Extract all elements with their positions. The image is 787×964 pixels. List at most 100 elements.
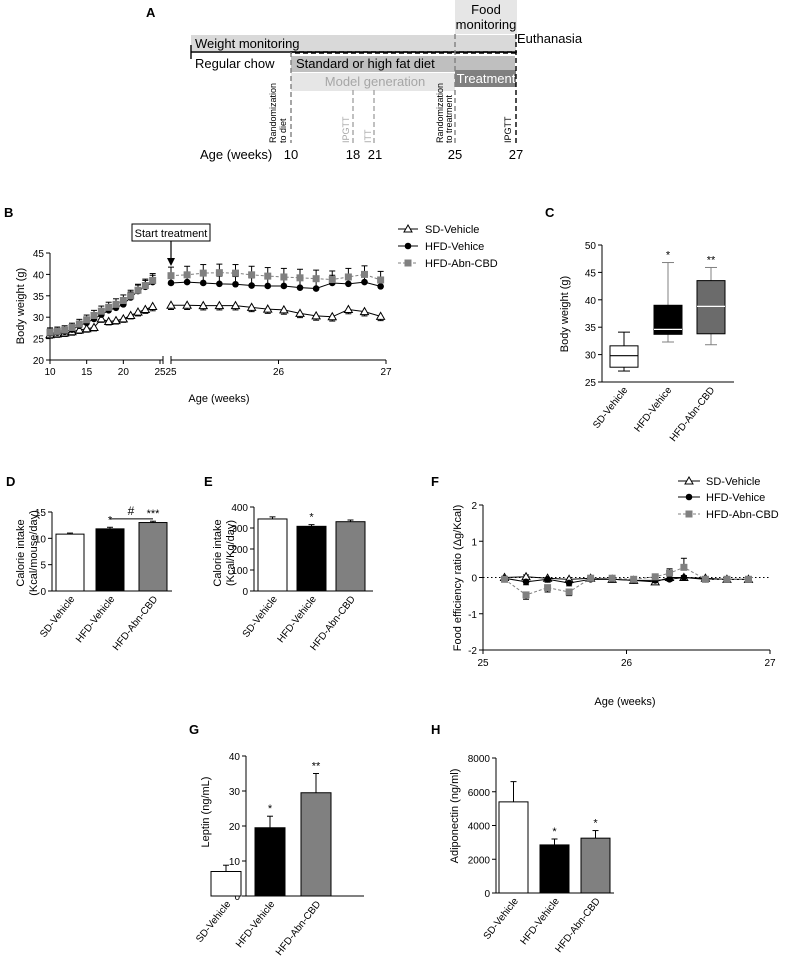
f-line-2 bbox=[504, 566, 749, 596]
b-point-2 bbox=[105, 303, 113, 311]
c-sig-2: ** bbox=[707, 254, 716, 266]
h-category-label-2: HFD-Abn-CBD bbox=[553, 896, 602, 955]
b-point-0 bbox=[96, 313, 107, 323]
h-ytick-label: 4000 bbox=[468, 822, 491, 833]
b-point-2 bbox=[112, 300, 120, 308]
panel-letter-b: B bbox=[4, 205, 13, 220]
b-xtick-label: 20 bbox=[118, 367, 130, 378]
b-xtick-right-label: 26 bbox=[273, 367, 285, 378]
b-point-2 bbox=[119, 297, 127, 305]
b-point-1 bbox=[312, 285, 320, 292]
b-xtick-label: 10 bbox=[44, 367, 56, 378]
d-ytick-label: 0 bbox=[40, 587, 46, 598]
c-ytick-label: 45 bbox=[585, 268, 597, 279]
h-category-label-1: HFD-Vehicle bbox=[519, 896, 562, 947]
diet-label: Standard or high fat diet bbox=[296, 56, 435, 71]
b-point-2 bbox=[344, 273, 352, 281]
start-treatment-label: Start treatment bbox=[135, 228, 208, 240]
b-point-0 bbox=[343, 304, 354, 313]
f-xtick-label: 27 bbox=[764, 658, 776, 669]
d-ylabel-1: Calorie intake bbox=[15, 519, 27, 586]
treatment-bar bbox=[455, 70, 516, 87]
b-point-2 bbox=[215, 269, 223, 277]
b-point-0 bbox=[359, 306, 370, 316]
g-ytick-label: 0 bbox=[234, 892, 240, 903]
b-point-2 bbox=[149, 276, 157, 284]
g-ylabel: Leptin (ng/mL) bbox=[200, 777, 212, 848]
g-sig-1: * bbox=[268, 803, 273, 815]
f-point-2 bbox=[666, 569, 674, 577]
b-point-0 bbox=[327, 311, 338, 321]
e-bar-0 bbox=[257, 518, 288, 592]
c-category-label-0: SD-Vehicle bbox=[591, 385, 630, 431]
b-point-0 bbox=[140, 304, 151, 313]
h-ytick-label: 8000 bbox=[468, 754, 491, 765]
panel-letter-e: E bbox=[204, 474, 213, 489]
g-ytick-label: 40 bbox=[229, 752, 241, 763]
c-ytick-label: 25 bbox=[585, 378, 597, 389]
ipgtt-18-label: IPGTT bbox=[341, 116, 351, 143]
e-ylabel-2: (Kcal/Kg/day) bbox=[225, 520, 237, 586]
f-ytick-label: -2 bbox=[468, 646, 477, 657]
model-generation-label: Model generation bbox=[325, 74, 425, 89]
b-point-0 bbox=[230, 300, 241, 310]
d-bracket-label: # bbox=[128, 504, 135, 518]
f-point-2 bbox=[544, 584, 552, 592]
f-xtick-label: 25 bbox=[477, 658, 489, 669]
b-ytick-label: 20 bbox=[33, 356, 45, 367]
week-10-label: 10 bbox=[284, 147, 298, 162]
b-point-0 bbox=[89, 322, 99, 331]
b-legend-marker-0 bbox=[403, 223, 413, 233]
b-point-1 bbox=[361, 278, 368, 286]
panel-c: Body weight (g) 25 30 35 40 45 50 SD-Vehicle * H… bbox=[559, 241, 734, 444]
e-bar-1 bbox=[296, 525, 327, 592]
b-point-0 bbox=[375, 311, 386, 320]
f-xlabel: Age (weeks) bbox=[594, 696, 655, 708]
b-point-1 bbox=[199, 279, 207, 287]
c-ytick-label: 30 bbox=[585, 351, 597, 362]
d-category-label-2: HFD-Abn-CBD bbox=[111, 594, 160, 653]
b-xtick-label: 15 bbox=[81, 367, 93, 378]
panel-e: Calorie intake (Kcal/Kg/day) 0 100 200 300 4… bbox=[212, 503, 373, 653]
age-weeks-label: Age (weeks) bbox=[200, 147, 272, 162]
b-point-0 bbox=[166, 300, 176, 309]
c-box-2 bbox=[696, 280, 726, 335]
b-point-2 bbox=[296, 274, 304, 282]
g-bar-1 bbox=[254, 827, 286, 897]
e-ytick-label: 100 bbox=[231, 566, 248, 577]
treatment-label: Treatment bbox=[457, 71, 516, 86]
b-point-1 bbox=[296, 284, 304, 291]
d-sig-1: * bbox=[108, 514, 113, 526]
b-point-2 bbox=[97, 307, 105, 315]
c-sig-1: * bbox=[666, 250, 671, 262]
b-xlabel: Age (weeks) bbox=[188, 393, 249, 405]
panel-letter-f: F bbox=[431, 474, 439, 489]
b-point-2 bbox=[248, 271, 256, 279]
randomization-diet-label-2: to diet bbox=[278, 118, 288, 143]
f-legend-hfd: HFD-Vehice bbox=[706, 492, 765, 504]
b-point-1 bbox=[377, 283, 384, 290]
b-point-2 bbox=[199, 269, 207, 277]
b-point-0 bbox=[198, 300, 209, 310]
d-bar-1 bbox=[95, 528, 125, 592]
h-sig-2: * bbox=[593, 818, 598, 830]
b-legend-abn: HFD-Abn-CBD bbox=[425, 258, 498, 270]
randomization-diet-label-1: Randomization bbox=[268, 83, 278, 143]
b-point-0 bbox=[147, 301, 158, 310]
f-ytick-label: 0 bbox=[471, 574, 477, 585]
e-ylabel-1: Calorie intake bbox=[212, 519, 224, 586]
b-point-2 bbox=[328, 276, 336, 284]
panel-letter-h: H bbox=[431, 722, 440, 737]
b-point-2 bbox=[61, 326, 69, 334]
h-ytick-label: 2000 bbox=[468, 855, 491, 866]
h-bar-1 bbox=[539, 844, 570, 894]
e-ytick-label: 200 bbox=[231, 545, 248, 556]
f-point-1 bbox=[680, 574, 688, 581]
f-point-2 bbox=[680, 563, 688, 571]
h-ytick-label: 6000 bbox=[468, 788, 491, 799]
c-category-label-2: HFD-Abn-CBD bbox=[668, 385, 717, 444]
food-monitoring-label-2: monitoring bbox=[456, 17, 517, 32]
e-ytick-label: 0 bbox=[242, 587, 248, 598]
f-point-1 bbox=[666, 576, 673, 583]
h-ytick-label: 0 bbox=[484, 889, 490, 900]
